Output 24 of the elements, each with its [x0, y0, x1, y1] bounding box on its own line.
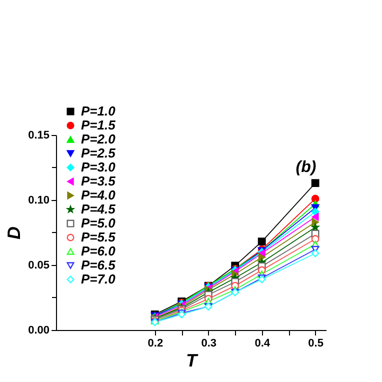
y-tick-label: 0.10 [28, 194, 50, 206]
text: 0.00 [28, 324, 50, 336]
legend-label: P=6.0 [81, 244, 116, 258]
legend-label: P=5.0 [81, 216, 116, 230]
legend-label: P=2.5 [81, 146, 116, 160]
legend-label: P=4.5 [81, 202, 116, 216]
y-tick-label: 0.05 [28, 260, 50, 272]
legend-label: P=1.0 [81, 104, 116, 118]
legend-label: P=1.5 [81, 118, 116, 132]
legend-label: P=5.5 [81, 230, 116, 244]
legend-label: P=6.5 [81, 258, 116, 272]
legend-label: P=3.0 [81, 160, 116, 174]
x-tick-label: 0.3 [201, 338, 217, 350]
x-tick-label: 0.4 [254, 338, 271, 350]
y-axis-title: D [4, 226, 24, 240]
legend-label: P=4.0 [81, 188, 116, 202]
x-axis-title: T [186, 350, 199, 370]
legend-label: P=3.5 [81, 174, 116, 188]
x-tick-label: 0.5 [308, 338, 324, 350]
annotation: (b) [296, 159, 316, 176]
legend-label: P=7.0 [81, 272, 116, 286]
legend-label: P=2.0 [81, 132, 116, 146]
y-tick-label: 0.15 [28, 130, 50, 142]
x-tick-label: 0.2 [148, 338, 164, 350]
